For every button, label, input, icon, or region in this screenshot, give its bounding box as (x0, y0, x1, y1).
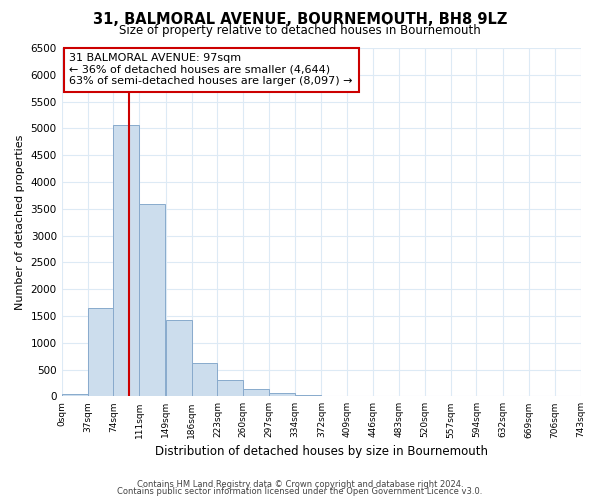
Bar (269, 392, 295, 396)
X-axis label: Distribution of detached houses by size in Bournemouth: Distribution of detached houses by size … (155, 444, 488, 458)
Bar (243, 388, 269, 396)
Bar (113, 124, 139, 396)
Text: 31, BALMORAL AVENUE, BOURNEMOUTH, BH8 9LZ: 31, BALMORAL AVENUE, BOURNEMOUTH, BH8 9L… (93, 12, 507, 28)
Bar (139, 204, 165, 396)
Text: Contains HM Land Registry data © Crown copyright and database right 2024.: Contains HM Land Registry data © Crown c… (137, 480, 463, 489)
Bar (295, 395, 321, 396)
Bar (88, 308, 113, 396)
Y-axis label: Number of detached properties: Number of detached properties (15, 134, 25, 310)
Text: Contains public sector information licensed under the Open Government Licence v3: Contains public sector information licen… (118, 488, 482, 496)
Bar (217, 380, 243, 396)
Text: Size of property relative to detached houses in Bournemouth: Size of property relative to detached ho… (119, 24, 481, 37)
Bar (62, 394, 88, 396)
Bar (166, 320, 191, 396)
Text: 31 BALMORAL AVENUE: 97sqm
← 36% of detached houses are smaller (4,644)
63% of se: 31 BALMORAL AVENUE: 97sqm ← 36% of detac… (70, 53, 353, 86)
Bar (191, 364, 217, 396)
